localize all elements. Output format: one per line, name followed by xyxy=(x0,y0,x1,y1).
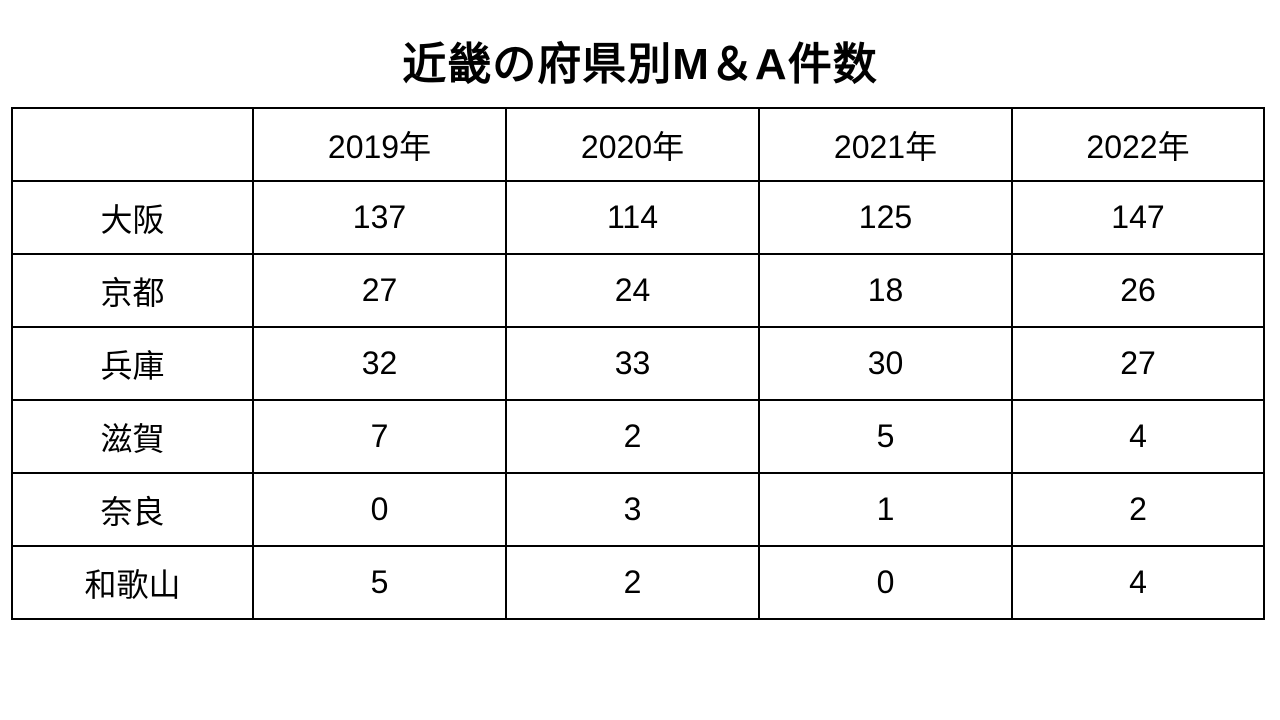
cell-nara-2021: 1 xyxy=(758,472,1013,547)
table-row-nara: 奈良 0 3 1 2 xyxy=(11,472,1265,547)
table-row-osaka: 大阪 137 114 125 147 xyxy=(11,180,1265,255)
cell-shiga-2019: 7 xyxy=(252,399,507,474)
cell-hyogo-2022: 27 xyxy=(1011,326,1265,401)
table-header-row: 2019年 2020年 2021年 2022年 xyxy=(11,107,1265,182)
row-label-shiga: 滋賀 xyxy=(11,399,254,474)
cell-wakayama-2021: 0 xyxy=(758,545,1013,620)
row-label-wakayama: 和歌山 xyxy=(11,545,254,620)
cell-nara-2022: 2 xyxy=(1011,472,1265,547)
cell-shiga-2022: 4 xyxy=(1011,399,1265,474)
cell-kyoto-2021: 18 xyxy=(758,253,1013,328)
cell-osaka-2019: 137 xyxy=(252,180,507,255)
header-cell-2020: 2020年 xyxy=(505,107,760,182)
cell-wakayama-2022: 4 xyxy=(1011,545,1265,620)
cell-nara-2019: 0 xyxy=(252,472,507,547)
cell-hyogo-2021: 30 xyxy=(758,326,1013,401)
ma-count-table: 2019年 2020年 2021年 2022年 大阪 137 114 125 1… xyxy=(11,107,1265,620)
cell-osaka-2020: 114 xyxy=(505,180,760,255)
row-label-kyoto: 京都 xyxy=(11,253,254,328)
table-row-wakayama: 和歌山 5 2 0 4 xyxy=(11,545,1265,620)
table-row-hyogo: 兵庫 32 33 30 27 xyxy=(11,326,1265,401)
row-label-hyogo: 兵庫 xyxy=(11,326,254,401)
cell-hyogo-2019: 32 xyxy=(252,326,507,401)
page-title: 近畿の府県別M＆A件数 xyxy=(402,40,878,89)
cell-kyoto-2022: 26 xyxy=(1011,253,1265,328)
cell-kyoto-2020: 24 xyxy=(505,253,760,328)
cell-hyogo-2020: 33 xyxy=(505,326,760,401)
cell-wakayama-2020: 2 xyxy=(505,545,760,620)
cell-wakayama-2019: 5 xyxy=(252,545,507,620)
cell-osaka-2022: 147 xyxy=(1011,180,1265,255)
header-cell-2021: 2021年 xyxy=(758,107,1013,182)
table-row-shiga: 滋賀 7 2 5 4 xyxy=(11,399,1265,474)
header-cell-blank xyxy=(11,107,254,182)
cell-shiga-2020: 2 xyxy=(505,399,760,474)
header-cell-2019: 2019年 xyxy=(252,107,507,182)
table-row-kyoto: 京都 27 24 18 26 xyxy=(11,253,1265,328)
row-label-osaka: 大阪 xyxy=(11,180,254,255)
cell-osaka-2021: 125 xyxy=(758,180,1013,255)
cell-shiga-2021: 5 xyxy=(758,399,1013,474)
row-label-nara: 奈良 xyxy=(11,472,254,547)
cell-kyoto-2019: 27 xyxy=(252,253,507,328)
cell-nara-2020: 3 xyxy=(505,472,760,547)
header-cell-2022: 2022年 xyxy=(1011,107,1265,182)
